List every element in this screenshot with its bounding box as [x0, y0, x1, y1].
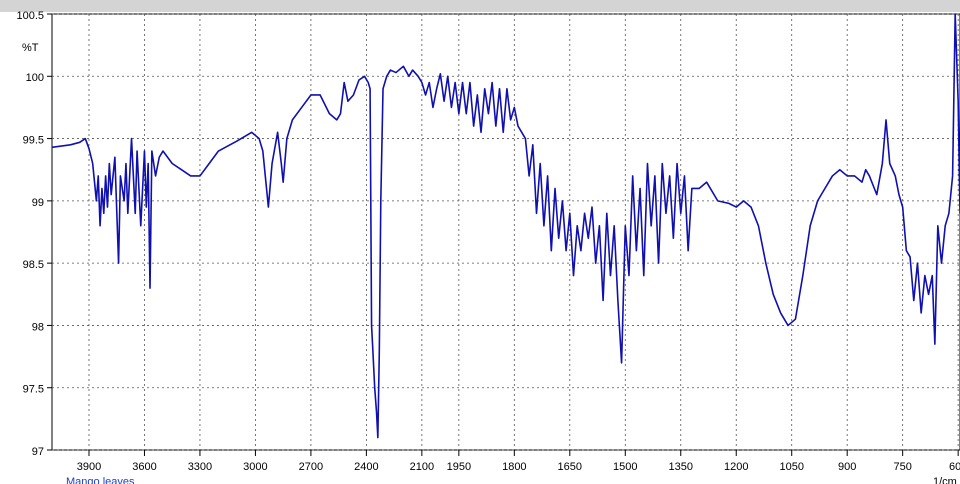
y-tick-label: 98	[32, 321, 44, 333]
x-axis-label: 1/cm	[933, 476, 957, 484]
y-tick-label: 98.5	[23, 259, 44, 271]
x-tick-label: 1650	[558, 461, 582, 473]
x-tick-label: 2700	[299, 461, 323, 473]
x-tick-label: 3900	[77, 461, 101, 473]
x-tick-label: 750	[893, 461, 911, 473]
x-tick-label: 3000	[243, 461, 267, 473]
y-axis-label: %T	[22, 42, 39, 54]
x-tick-label: 2400	[354, 461, 378, 473]
x-tick-label: 600	[949, 461, 960, 473]
y-tick-label: 100.5	[16, 10, 44, 22]
y-tick-label: 100	[26, 72, 44, 84]
y-tick-label: 99	[32, 197, 44, 209]
x-tick-label: 1800	[502, 461, 526, 473]
x-tick-label: 1050	[779, 461, 803, 473]
x-tick-label: 2100	[410, 461, 434, 473]
y-tick-label: 97.5	[23, 384, 44, 396]
x-tick-label: 3300	[188, 461, 212, 473]
x-tick-label: 1350	[669, 461, 693, 473]
y-tick-label: 99.5	[23, 134, 44, 146]
y-tick-label: 97	[32, 446, 44, 458]
x-tick-label: 1200	[724, 461, 748, 473]
footer-label: Mango leaves	[66, 476, 135, 484]
x-tick-label: 3600	[132, 461, 156, 473]
x-tick-label: 1500	[613, 461, 637, 473]
spectrum-line	[51, 13, 960, 439]
x-tick-label: 900	[838, 461, 856, 473]
x-tick-label: 1950	[447, 461, 471, 473]
window-band	[0, 0, 960, 12]
plot-frame	[51, 13, 960, 451]
